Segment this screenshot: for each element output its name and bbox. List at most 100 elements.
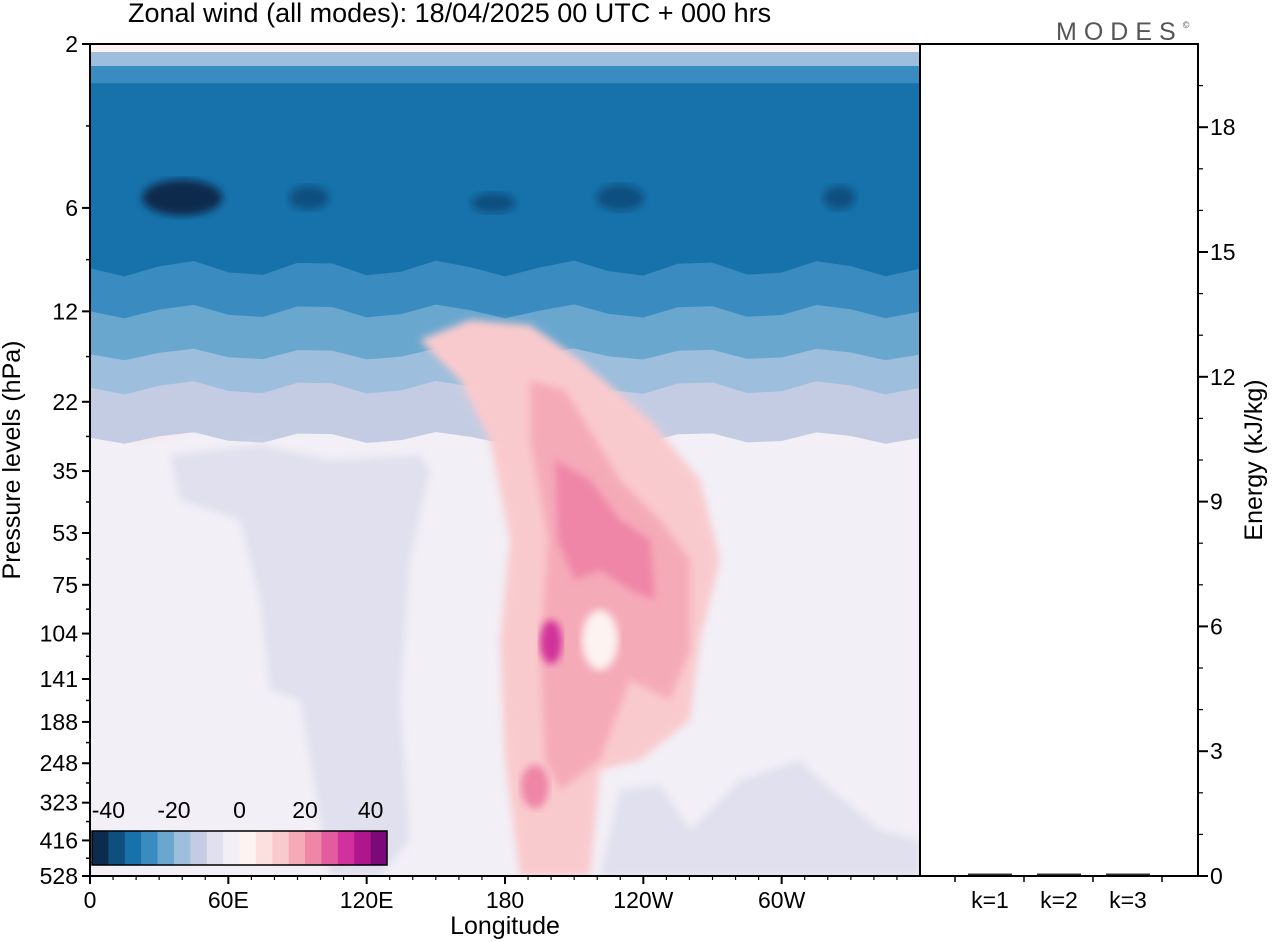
colorbar-tick-label: 20 [292,797,318,823]
colorbar-swatch [173,831,191,865]
colorbar-swatch [141,831,159,865]
x-axis-title: Longitude [450,912,560,940]
pressure-tick: 188 [40,709,90,735]
pressure-tick: 416 [40,827,90,853]
longitude-tick-label: 60W [758,887,806,913]
pressure-tick: 75 [52,572,90,598]
energy-bar [1037,873,1081,875]
colorbar-frame [91,830,388,866]
pressure-tick: 22 [52,389,90,415]
longitude-tick-label: 120W [613,887,673,913]
pressure-tick-label: 2 [65,31,78,57]
pressure-tick-label: 416 [40,827,78,853]
pressure-tick-label: 75 [52,572,78,598]
longitude-tick-label: 0 [84,887,97,913]
pressure-tick-label: 53 [52,520,78,546]
y-axis-title: Pressure levels (hPa) [0,341,26,580]
colorbar-swatch [108,831,126,865]
longitude-tick: 0 [84,876,97,913]
calm-pocket [582,610,618,670]
energy-tick: 9 [1198,489,1223,515]
pressure-axis: 2 6 12 22 35 53 75 104 141 188 248 323 416 528 [40,31,90,889]
energy-frame [919,43,1199,877]
longitude-tick: 120W [613,876,674,913]
pressure-tick: 104 [40,621,90,647]
weak-easterly-surface [600,760,920,876]
pressure-tick: 6 [65,195,90,221]
longitude-tick: 180 [486,876,524,913]
pressure-tick-label: 248 [40,750,78,776]
mode-tick-label: k=1 [971,887,1009,913]
energy-tick: 12 [1198,364,1236,390]
colorbar-labels: -40 -20 0 20 40 [92,797,384,823]
pressure-tick: 141 [40,666,90,692]
pressure-tick-label: 528 [40,863,78,889]
pressure-tick: 53 [52,520,90,546]
colorbar-tick-label: -20 [157,797,190,823]
westerly-tongue-inner [555,460,655,600]
colorbar-swatch [157,831,175,865]
colorbar-swatch [92,831,109,865]
colorbar-swatch [288,831,306,865]
energy-axis-title: Energy (kJ/kg) [1240,379,1268,540]
colorbar: -40 -20 0 20 40 [91,797,388,866]
mode-tick-label: k=3 [1109,887,1147,913]
modes-logo: MODES© [1056,18,1189,47]
energy-axis: 0 3 6 9 12 15 18 [1198,84,1236,889]
energy-bar [968,873,1012,875]
colorbar-swatch [124,831,142,865]
brand-name: MODES [1056,18,1183,46]
pressure-tick-label: 104 [40,621,79,647]
pressure-tick-label: 188 [40,709,78,735]
easterly-core-1 [142,179,223,216]
easterly-core-5 [823,185,856,210]
colorbar-tick-label: 0 [233,797,246,823]
pressure-tick: 12 [52,298,90,324]
pressure-tick-label: 12 [52,298,78,324]
energy-tick-label: 0 [1210,863,1223,889]
longitude-tick: 120E [340,876,394,913]
easterly-core-3 [471,192,516,213]
pressure-tick: 323 [40,790,90,816]
colorbar-swatch [370,831,388,865]
lower-westerly-core [520,764,549,809]
energy-tick-label: 9 [1210,489,1223,515]
energy-tick-label: 15 [1210,239,1236,265]
easterly-band-level-5 [90,83,920,277]
pressure-tick: 528 [40,863,90,889]
chart-title: Zonal wind (all modes): 18/04/2025 00 UT… [128,0,772,28]
pressure-tick-label: 141 [40,666,78,692]
energy-tick: 0 [1198,863,1223,889]
colorbar-swatch [272,831,290,865]
pressure-tick: 35 [52,458,90,484]
heatmap-panel: 2 6 12 22 35 53 75 104 141 188 248 323 416 528 0 60E 12… [0,31,921,940]
energy-tick-label: 12 [1210,364,1236,390]
colorbar-swatches [92,831,388,865]
brand-mark: © [1182,20,1190,30]
pressure-tick: 2 [65,31,90,57]
top-weak-layer [90,44,920,52]
energy-panel: 0 3 6 9 12 15 18 k=1 k=2 k=3 Energy (kJ/kg) [919,43,1268,913]
mode-tick-label: k=2 [1040,887,1078,913]
energy-bars [968,873,1150,875]
weak-easterly-region [170,445,430,876]
longitude-tick: 60E [208,876,249,913]
longitude-tick-label: 60E [208,887,249,913]
pressure-tick-label: 35 [52,458,78,484]
energy-tick-label: 3 [1210,738,1223,764]
energy-tick-label: 18 [1210,114,1236,140]
colorbar-swatch [255,831,273,865]
mode-axis: k=1 k=2 k=3 [954,876,1163,913]
pressure-tick: 248 [40,750,90,776]
pressure-tick-label: 323 [40,790,78,816]
easterly-core-2 [289,185,330,210]
colorbar-swatch [321,831,339,865]
pressure-tick-label: 6 [65,195,78,221]
colorbar-swatch [206,831,224,865]
energy-tick: 18 [1198,114,1236,140]
energy-bar [1106,873,1150,875]
pressure-tick-label: 22 [52,389,78,415]
longitude-axis: 0 60E 120E 180 120W 60W [84,876,898,913]
colorbar-tick-label: -40 [92,797,125,823]
